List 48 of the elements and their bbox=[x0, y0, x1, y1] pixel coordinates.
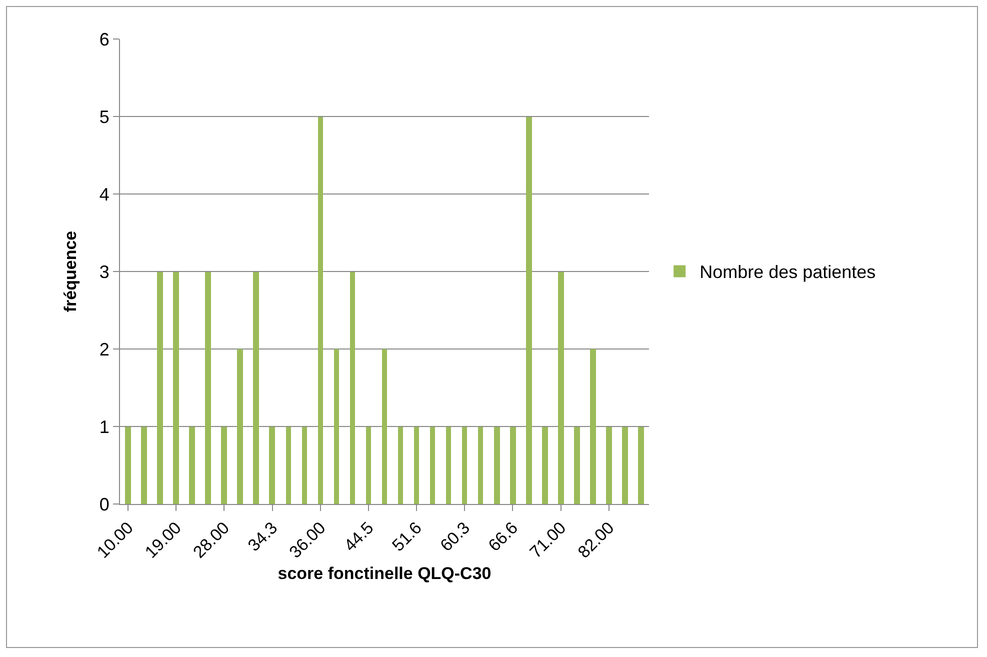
y-tick-label: 4 bbox=[99, 184, 110, 204]
y-tick-label: 0 bbox=[99, 494, 110, 514]
y-tick-label: 3 bbox=[99, 262, 110, 282]
bar bbox=[334, 349, 339, 504]
bar bbox=[606, 427, 612, 504]
y-tick-label: 1 bbox=[99, 416, 110, 437]
y-axis-title: fréquence bbox=[61, 230, 80, 312]
bar bbox=[173, 272, 179, 504]
bar bbox=[622, 427, 628, 504]
bar bbox=[221, 427, 227, 504]
bar bbox=[189, 427, 195, 504]
bar bbox=[366, 427, 371, 504]
bar bbox=[574, 427, 580, 504]
bar bbox=[526, 117, 532, 504]
bar bbox=[157, 272, 163, 504]
bar bbox=[590, 349, 596, 504]
bar bbox=[286, 427, 291, 504]
bar bbox=[382, 349, 387, 504]
bar bbox=[446, 427, 451, 504]
bar bbox=[269, 427, 275, 504]
x-tick-label: 66.6 bbox=[484, 518, 522, 556]
bar bbox=[141, 427, 147, 504]
x-tick-label: 44.5 bbox=[340, 518, 378, 556]
bar bbox=[430, 427, 435, 504]
bar bbox=[638, 427, 644, 504]
bar bbox=[510, 427, 516, 504]
x-tick-label: 60.3 bbox=[436, 518, 474, 556]
y-tick-label: 5 bbox=[99, 106, 110, 127]
y-tick-label: 6 bbox=[99, 29, 110, 50]
bar bbox=[558, 272, 564, 504]
x-tick-label: 51.6 bbox=[388, 518, 426, 556]
bar bbox=[494, 427, 500, 504]
bar bbox=[237, 349, 243, 504]
bar bbox=[478, 427, 483, 504]
bar bbox=[125, 427, 131, 504]
bar bbox=[253, 272, 259, 504]
bar bbox=[205, 272, 211, 504]
y-tick-label: 2 bbox=[99, 339, 110, 360]
bar bbox=[398, 427, 403, 504]
bar bbox=[542, 427, 548, 504]
x-tick-label: 34.3 bbox=[244, 518, 282, 556]
x-axis-title: score fonctinelle QLQ-C30 bbox=[278, 564, 492, 583]
bar bbox=[302, 427, 307, 504]
bar bbox=[462, 427, 467, 504]
bar bbox=[414, 427, 419, 504]
bar bbox=[318, 117, 323, 504]
legend-label: Nombre des patientes bbox=[700, 262, 876, 282]
bar bbox=[350, 272, 355, 504]
